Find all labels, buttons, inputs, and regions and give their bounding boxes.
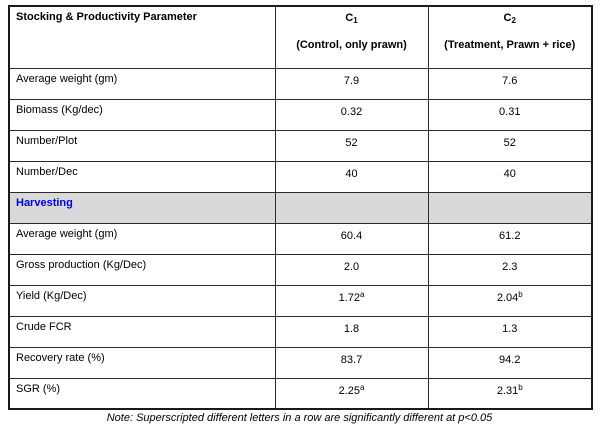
row-value-c1: 2.25a (274, 377, 429, 410)
productivity-table: Stocking & Productivity Parameter C1 (Co… (8, 5, 593, 410)
row-label: Recovery rate (%) (8, 346, 276, 379)
row-value-c1: 0.32 (274, 98, 429, 131)
row-label: Gross production (Kg/Dec) (8, 253, 276, 286)
header-c1-symbol: C1 (345, 12, 358, 25)
table-row: Average weight (gm) 7.9 7.6 (8, 67, 593, 100)
header-c2-symbol: C2 (503, 12, 516, 25)
row-value-c1: 40 (274, 160, 429, 193)
row-value-c1: 2.0 (274, 253, 429, 286)
row-label: Yield (Kg/Dec) (8, 284, 276, 317)
row-label: Average weight (gm) (8, 67, 276, 100)
row-value-c2: 52 (427, 129, 593, 162)
row-value-c1: 83.7 (274, 346, 429, 379)
row-value-c1: 1.8 (274, 315, 429, 348)
table-row: Yield (Kg/Dec) 1.72a 2.04b (8, 284, 593, 317)
row-label: SGR (%) (8, 377, 276, 410)
header-parameter: Stocking & Productivity Parameter (8, 5, 276, 69)
table-header-row: Stocking & Productivity Parameter C1 (Co… (8, 5, 593, 69)
table-row: SGR (%) 2.25a 2.31b (8, 377, 593, 410)
row-value-c2: 94.2 (427, 346, 593, 379)
header-c1: C1 (Control, only prawn) (274, 5, 429, 69)
row-label: Crude FCR (8, 315, 276, 348)
row-value-c1: 52 (274, 129, 429, 162)
header-c2: C2 (Treatment, Prawn + rice) (427, 5, 593, 69)
table-row: Gross production (Kg/Dec) 2.0 2.3 (8, 253, 593, 286)
section-empty-cell (274, 191, 429, 224)
table-row: Number/Plot 52 52 (8, 129, 593, 162)
table-row: Number/Dec 40 40 (8, 160, 593, 193)
row-label: Number/Plot (8, 129, 276, 162)
row-value-c2: 40 (427, 160, 593, 193)
row-value-c1: 60.4 (274, 222, 429, 255)
header-c1-description: (Control, only prawn) (296, 39, 407, 51)
row-value-c1: 1.72a (274, 284, 429, 317)
row-value-c2: 1.3 (427, 315, 593, 348)
row-value-c2: 7.6 (427, 67, 593, 100)
row-label: Average weight (gm) (8, 222, 276, 255)
row-value-c2: 2.3 (427, 253, 593, 286)
table-row: Recovery rate (%) 83.7 94.2 (8, 346, 593, 379)
row-value-c2: 2.31b (427, 377, 593, 410)
table-row: Crude FCR 1.8 1.3 (8, 315, 593, 348)
section-empty-cell (427, 191, 593, 224)
header-c2-description: (Treatment, Prawn + rice) (444, 39, 576, 51)
table-row: Average weight (gm) 60.4 61.2 (8, 222, 593, 255)
row-value-c1: 7.9 (274, 67, 429, 100)
row-value-c2: 61.2 (427, 222, 593, 255)
row-value-c2: 0.31 (427, 98, 593, 131)
row-label: Number/Dec (8, 160, 276, 193)
row-label: Biomass (Kg/dec) (8, 98, 276, 131)
section-row-harvesting: Harvesting (8, 191, 593, 224)
section-label: Harvesting (8, 191, 276, 224)
table-note: Note: Superscripted different letters in… (106, 412, 493, 424)
table-row: Biomass (Kg/dec) 0.32 0.31 (8, 98, 593, 131)
row-value-c2: 2.04b (427, 284, 593, 317)
